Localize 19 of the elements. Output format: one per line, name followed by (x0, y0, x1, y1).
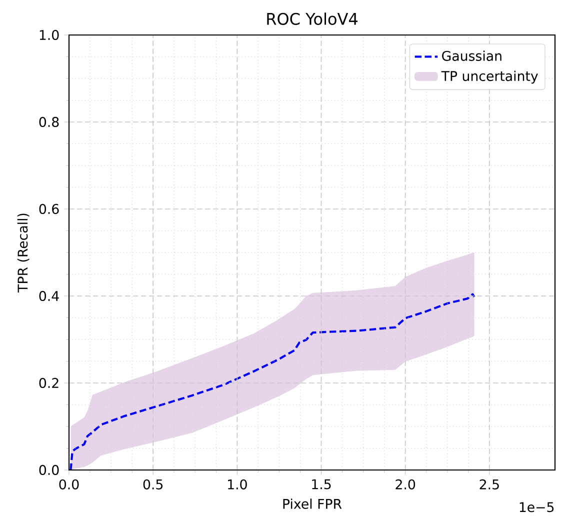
x-axis-title: Pixel FPR (283, 498, 342, 509)
legend-label: Gaussian (442, 50, 502, 61)
y-tick-label: 0.4 (39, 290, 59, 302)
x-tick-label: 1.0 (228, 479, 247, 490)
x-tick-label: 2.5 (480, 479, 499, 490)
x-tick-label: 0.5 (143, 479, 163, 490)
y-axis-title: TPR (Recall) (17, 214, 30, 292)
x-tick-label: 0.0 (59, 479, 79, 490)
x-tick-label: 2.0 (396, 479, 416, 490)
chart-title: ROC YoloV4 (267, 12, 358, 25)
line-series (70, 293, 476, 470)
y-tick-label: 0.6 (39, 204, 59, 214)
legend-label: TP uncertainty (441, 70, 538, 84)
y-tick-label: 0.2 (39, 378, 58, 388)
text: 1e−5 (520, 502, 554, 512)
x-tick-label: 1.5 (312, 479, 331, 490)
y-tick-label: 0.0 (39, 464, 59, 476)
y-tick-label: 1.0 (40, 30, 59, 40)
y-tick-label: 0.8 (39, 116, 59, 128)
